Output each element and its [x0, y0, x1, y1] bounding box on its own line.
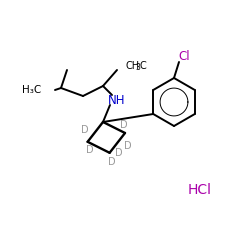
Text: D: D: [82, 125, 89, 135]
Text: HCl: HCl: [188, 183, 212, 197]
Text: D: D: [108, 157, 116, 167]
Text: D: D: [86, 145, 94, 155]
Text: D: D: [120, 120, 128, 130]
Text: 3: 3: [135, 64, 140, 72]
Text: Cl: Cl: [178, 50, 190, 62]
Text: CH: CH: [125, 61, 139, 71]
Text: H₃C: H₃C: [22, 85, 41, 95]
Text: C: C: [139, 61, 146, 71]
Text: NH: NH: [108, 94, 126, 106]
Text: D: D: [124, 141, 132, 151]
Text: D: D: [116, 148, 123, 158]
